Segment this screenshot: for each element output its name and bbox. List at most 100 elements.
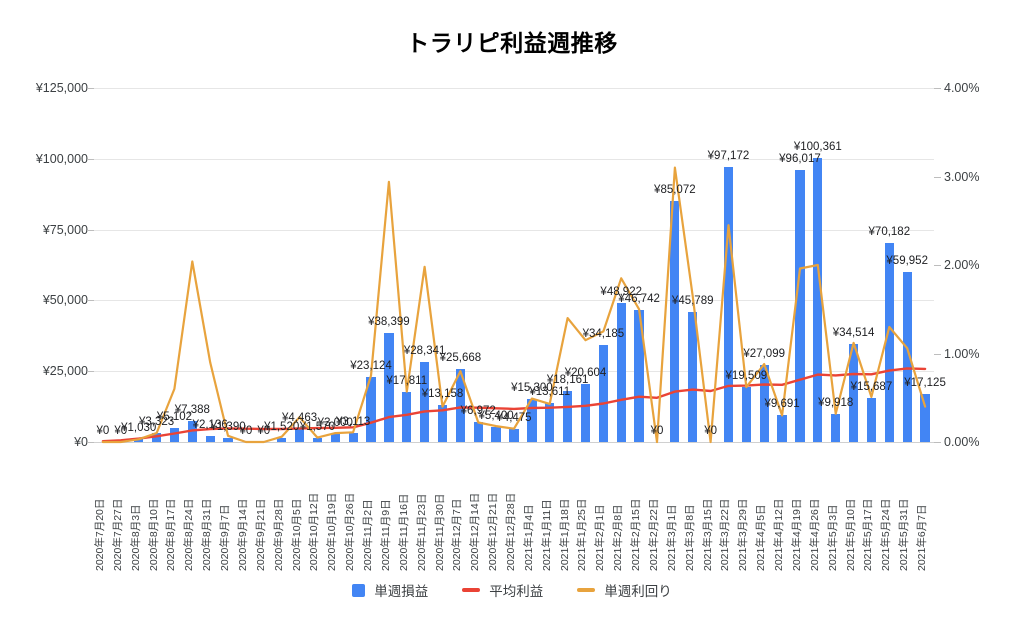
bar — [277, 437, 287, 442]
bar — [634, 309, 644, 442]
bar-data-label: ¥70,182 — [868, 226, 911, 239]
gridline — [94, 442, 934, 443]
bar — [831, 413, 841, 442]
bar-data-label: ¥96,017 — [779, 153, 821, 166]
bar — [473, 422, 483, 442]
bar-data-label: ¥4,463 — [281, 412, 318, 425]
y-axis-right-tickmark — [934, 265, 941, 266]
bar — [205, 435, 215, 442]
bar — [134, 439, 144, 442]
bar — [545, 403, 555, 442]
bar-data-label: ¥1,030 — [121, 422, 157, 435]
bar-data-label: ¥18,161 — [546, 373, 589, 386]
bar — [759, 365, 769, 442]
bar-data-label: ¥85,072 — [654, 184, 696, 197]
y-axis-left-tick: ¥50,000 — [42, 293, 88, 308]
x-axis-label: 2021年5月24日 — [880, 498, 893, 571]
x-axis-label: 2020年7月20日 — [93, 498, 106, 571]
bar-data-label: ¥0 — [96, 425, 110, 437]
bar — [902, 272, 912, 442]
bar — [688, 312, 698, 442]
x-axis-label: 2020年11月30日 — [433, 493, 446, 571]
bar-data-label: ¥0 — [704, 425, 717, 437]
bar — [169, 427, 180, 442]
x-axis-label: 2020年8月17日 — [165, 498, 178, 571]
legend-item[interactable]: 単週損益 — [352, 580, 428, 600]
x-axis-labels: 2020年7月20日 2020年7月27日 2020年8月3日 2020年8月10日 2… — [94, 446, 934, 571]
x-axis-label: 2020年10月19日 — [326, 492, 339, 571]
bar — [562, 390, 573, 442]
bar-data-label: ¥2,136 — [192, 418, 228, 431]
x-axis-label: 2021年4月19日 — [790, 498, 803, 571]
x-axis-label: 2020年8月10日 — [147, 498, 160, 571]
x-axis-label: 2020年10月5日 — [290, 498, 303, 571]
x-axis-label: 2021年1月18日 — [558, 498, 571, 571]
bar — [670, 201, 680, 442]
bar — [813, 157, 823, 442]
bar — [437, 404, 448, 442]
bar-data-label: ¥48,922 — [600, 286, 643, 299]
x-axis-label: 2020年11月23日 — [415, 493, 428, 571]
legend-label: 平均利益 — [489, 584, 544, 599]
bar-data-label: ¥15,300 — [511, 381, 553, 394]
bar-data-label: ¥13,158 — [421, 387, 464, 400]
y-axis-right-tickmark — [934, 176, 941, 178]
x-axis-label: 2021年3月15日 — [701, 498, 714, 571]
x-axis-label: 2020年11月2日 — [362, 499, 375, 571]
y-axis-left-tickmark — [87, 442, 94, 443]
x-axis-label: 2021年6月7日 — [916, 504, 929, 571]
bar-data-label: ¥34,185 — [582, 328, 625, 341]
x-axis-label: 2020年7月27日 — [111, 498, 124, 571]
line-series-overlay — [101, 166, 927, 444]
y-axis-left-tick: ¥125,000 — [35, 81, 88, 95]
bar-data-label: ¥17,125 — [904, 376, 946, 389]
bar — [777, 414, 787, 442]
legend-label: 単週利回り — [604, 584, 672, 599]
line-weekly-yield — [101, 166, 927, 444]
bar-data-label: ¥15,687 — [850, 380, 893, 393]
y-axis-left-tickmark — [87, 229, 94, 231]
bar — [366, 376, 376, 442]
legend-box-icon — [352, 583, 366, 597]
bar-data-label: ¥9,918 — [818, 396, 854, 409]
x-axis-label: 2020年8月31日 — [201, 498, 214, 571]
gridline — [94, 371, 934, 373]
bar-data-label: ¥0 — [650, 425, 664, 437]
bar-data-label: ¥17,811 — [386, 374, 428, 387]
legend-item[interactable]: 単週利回り — [577, 580, 672, 600]
bar — [580, 383, 591, 442]
bar — [348, 433, 358, 442]
x-axis-label: 2020年9月28日 — [272, 498, 285, 571]
y-axis-right-tickmark — [934, 353, 941, 355]
x-axis-label: 2021年1月11日 — [540, 499, 553, 571]
x-axis-label: 2021年2月15日 — [630, 498, 643, 571]
x-axis-label: 2020年12月7日 — [451, 498, 464, 571]
bar-data-label: ¥5,102 — [156, 410, 193, 423]
bar — [741, 386, 751, 442]
bar-data-label: ¥3,323 — [138, 415, 175, 428]
bar-data-label: ¥4,475 — [496, 412, 532, 425]
gridline — [94, 88, 934, 89]
bar-data-label: ¥25,668 — [439, 352, 482, 365]
bar-data-label: ¥100,361 — [793, 140, 842, 153]
x-axis-label: 2021年3月8日 — [683, 504, 696, 571]
bar — [312, 437, 323, 442]
legend-line-icon — [462, 588, 481, 592]
legend-item[interactable]: 平均利益 — [462, 580, 543, 600]
x-axis-label: 2021年3月22日 — [719, 498, 732, 571]
line-average-profit — [101, 367, 927, 443]
x-axis-label: 2020年11月9日 — [379, 499, 392, 571]
bar — [527, 398, 537, 442]
x-axis-label: 2021年3月29日 — [737, 498, 750, 571]
bar-data-label: ¥19,509 — [725, 369, 768, 382]
x-axis-label: 2021年5月31日 — [898, 498, 911, 571]
bar — [920, 393, 930, 442]
bar-data-label: ¥27,099 — [743, 348, 785, 361]
bar-data-label: ¥45,789 — [671, 295, 714, 308]
x-axis-label: 2020年12月14日 — [469, 492, 482, 571]
x-axis-label: 2021年4月12日 — [773, 498, 786, 571]
x-axis-label: 2020年9月21日 — [254, 498, 267, 571]
y-axis-left-tick: ¥25,000 — [42, 364, 88, 379]
x-axis-label: 2021年1月4日 — [522, 504, 535, 571]
